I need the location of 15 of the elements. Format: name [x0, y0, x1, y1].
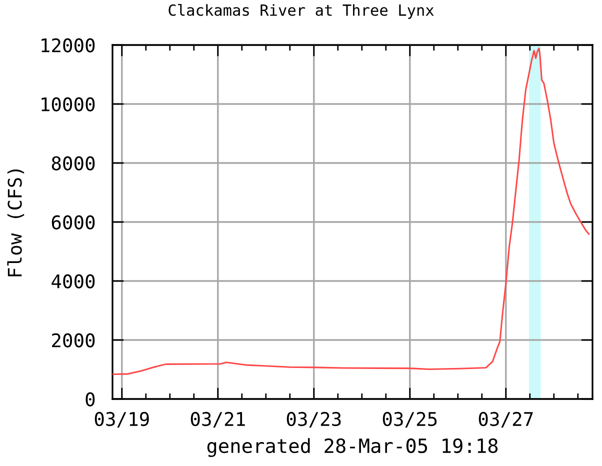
x-tick-label: 03/19 [94, 412, 149, 428]
y-axis-title: Flow (CFS) [7, 169, 24, 276]
x-tick-label: 03/23 [286, 412, 341, 428]
y-tick-label: 8000 [52, 156, 95, 170]
x-tick-label: 03/27 [478, 412, 533, 428]
x-tick-label: 03/25 [382, 412, 437, 428]
y-tick-label: 6000 [52, 215, 95, 230]
y-tick-label: 12000 [42, 38, 95, 52]
y-tick-label: 2000 [52, 333, 95, 348]
y-tick-label: 4000 [52, 274, 95, 288]
x-axis-title: generated 28-Mar-05 19:18 [207, 438, 498, 458]
chart-title: Clackamas River at Three Lynx [168, 4, 434, 19]
y-tick-label: 0 [86, 392, 95, 406]
x-tick-label: 03/21 [190, 412, 245, 428]
y-tick-label: 10000 [42, 97, 95, 112]
